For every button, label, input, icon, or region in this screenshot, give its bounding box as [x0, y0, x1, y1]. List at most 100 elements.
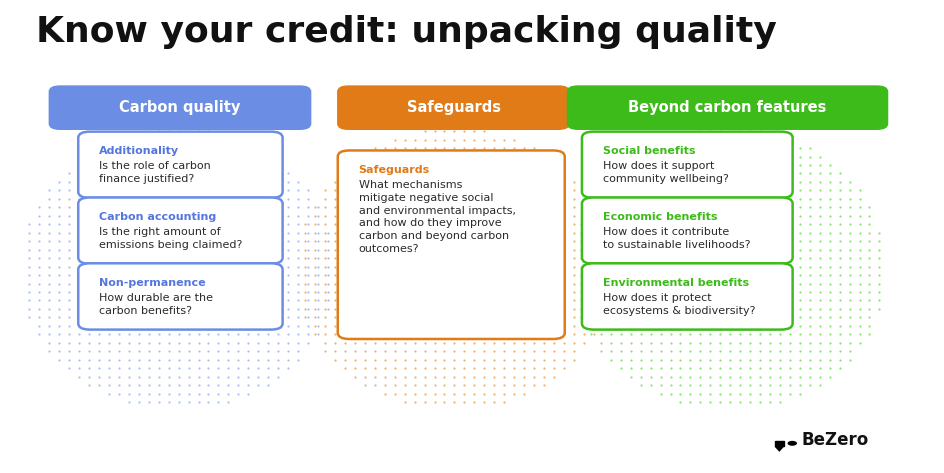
Point	[556, 195, 571, 202]
Point	[397, 220, 413, 228]
Point	[673, 280, 688, 287]
Point	[812, 288, 827, 296]
Point	[131, 288, 146, 296]
Point	[702, 153, 717, 160]
Point	[623, 195, 638, 202]
Point	[407, 314, 422, 321]
Point	[142, 212, 157, 219]
Point	[594, 212, 609, 219]
Point	[437, 288, 452, 296]
Point	[772, 136, 787, 143]
Point	[151, 398, 166, 406]
Point	[763, 203, 778, 211]
Point	[42, 331, 57, 338]
Point	[367, 170, 382, 177]
Point	[752, 153, 767, 160]
Point	[822, 220, 837, 228]
Point	[743, 356, 758, 363]
Point	[378, 339, 393, 347]
Point	[556, 237, 571, 245]
Point	[300, 288, 315, 296]
Point	[733, 178, 748, 186]
Point	[702, 254, 717, 262]
Point	[230, 339, 245, 347]
Point	[743, 331, 758, 338]
Point	[358, 356, 373, 363]
Point	[822, 254, 837, 262]
Point	[457, 263, 472, 271]
Point	[131, 254, 146, 262]
Point	[92, 212, 107, 219]
Point	[271, 229, 286, 236]
Point	[397, 373, 413, 380]
Point	[862, 237, 877, 245]
Point	[447, 272, 462, 279]
Point	[487, 161, 502, 169]
Point	[72, 364, 87, 372]
Point	[822, 263, 837, 271]
Point	[547, 305, 562, 313]
Point	[556, 170, 571, 177]
Point	[358, 288, 373, 296]
Point	[367, 203, 382, 211]
Point	[466, 212, 481, 219]
Point	[81, 348, 96, 355]
Point	[61, 280, 76, 287]
Point	[596, 237, 611, 245]
Point	[387, 331, 402, 338]
Point	[201, 288, 216, 296]
Point	[872, 297, 887, 304]
Point	[308, 237, 323, 245]
Point	[101, 220, 116, 228]
Point	[497, 373, 512, 380]
Point	[407, 187, 422, 194]
Point	[92, 203, 107, 211]
Point	[171, 161, 186, 169]
Point	[387, 381, 402, 389]
Point	[536, 364, 551, 372]
Point	[32, 272, 47, 279]
Point	[251, 272, 266, 279]
Point	[822, 212, 837, 219]
Point	[171, 187, 186, 194]
Point	[603, 229, 618, 236]
Point	[72, 263, 87, 271]
Point	[181, 305, 196, 313]
Point	[111, 390, 126, 397]
Point	[22, 288, 37, 296]
Point	[437, 322, 452, 330]
Point	[81, 170, 96, 177]
Point	[663, 263, 678, 271]
Point	[713, 203, 728, 211]
Point	[507, 381, 522, 389]
Point	[72, 237, 87, 245]
Point	[702, 136, 717, 143]
Point	[792, 153, 807, 160]
Point	[633, 153, 649, 160]
Point	[191, 246, 206, 254]
Point	[181, 229, 196, 236]
Point	[171, 381, 186, 389]
Point	[516, 161, 531, 169]
Point	[752, 272, 767, 279]
Point	[507, 364, 522, 372]
Point	[367, 348, 382, 355]
Point	[516, 280, 531, 287]
Point	[181, 170, 196, 177]
Point	[623, 314, 638, 321]
Point	[161, 212, 177, 219]
Point	[596, 280, 611, 287]
Point	[271, 364, 286, 372]
Point	[723, 398, 738, 406]
Point	[477, 187, 492, 194]
Point	[556, 288, 571, 296]
Point	[822, 373, 837, 380]
Point	[201, 254, 216, 262]
Point	[497, 356, 512, 363]
Point	[623, 322, 638, 330]
Point	[181, 398, 196, 406]
Point	[81, 220, 96, 228]
Point	[752, 195, 767, 202]
Point	[536, 254, 551, 262]
Point	[487, 356, 502, 363]
